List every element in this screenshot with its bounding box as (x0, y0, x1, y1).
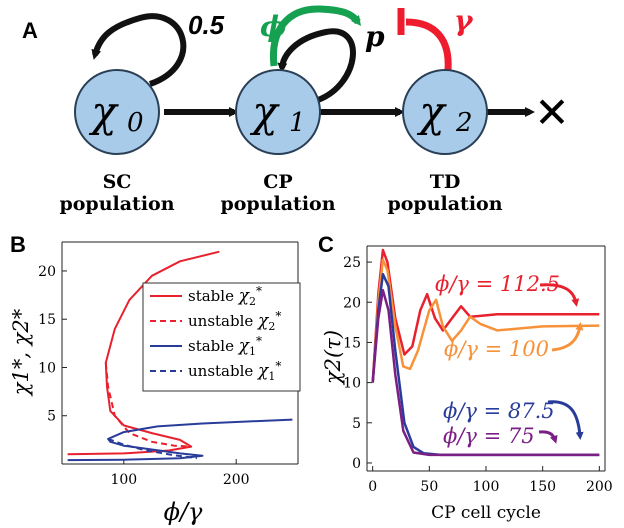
p-label: p (365, 20, 385, 53)
phi-arrow (269, 5, 362, 67)
self-renewal-rate: 0.5 (188, 10, 225, 40)
series-line (107, 437, 198, 460)
phi-label: ϕ (260, 10, 286, 43)
y-tick-label: 15 (343, 335, 361, 351)
y-axis-label: χ1*, χ2* (9, 308, 33, 397)
legend-entry: stable χ1* (188, 334, 262, 358)
death-icon: ✕ (534, 89, 569, 136)
node-chi0: χ 0 (74, 69, 160, 155)
series-line (371, 248, 600, 383)
gamma-label: γ (454, 4, 474, 37)
caption-sc-population: population (59, 193, 174, 215)
legend-entry: unstable χ1* (188, 359, 281, 383)
y-tick-label: 15 (38, 312, 56, 328)
caption-td-population: population (387, 193, 502, 215)
panel-b-legend (142, 282, 301, 392)
x-tick-label: 100 (110, 472, 137, 488)
y-tick-label: 5 (352, 416, 361, 432)
x-tick-label: 150 (529, 479, 556, 495)
caption-cp-population: population (220, 193, 335, 215)
annotation-112-5: ϕ/γ = 112.5 (435, 272, 560, 296)
legend-entry: unstable χ2* (188, 309, 281, 333)
node-chi2-subscript: 2 (455, 108, 473, 138)
y-axis-label: χ2(τ) (321, 330, 345, 386)
series-line (371, 288, 600, 457)
caption-cp: CP (263, 171, 292, 193)
panel-a: A 0.5 ϕ p γ ✕ χ 0 χ 1 (22, 4, 570, 215)
panel-c-label: C (318, 232, 334, 257)
y-tick-label: 5 (47, 409, 56, 425)
node-chi1-subscript: 1 (289, 108, 306, 138)
y-tick-label: 25 (343, 255, 361, 271)
node-chi2: χ 2 (402, 69, 488, 155)
x-axis-label: CP cell cycle (431, 503, 541, 523)
node-chi0-subscript: 0 (127, 108, 144, 138)
annotation-112-5-arrow (539, 283, 580, 307)
x-axis-label: ϕ/γ (164, 498, 203, 526)
x-tick-label: 200 (586, 479, 613, 495)
panel-c: C 0 50 100 150 200 0 5 10 15 20 25 CP cell cycle χ2(… (318, 232, 613, 523)
node-chi1: χ 1 (235, 69, 321, 155)
caption-sc: SC (103, 171, 132, 193)
caption-td: TD (430, 171, 461, 193)
x-tick-label: 50 (420, 479, 438, 495)
legend-entry: stable χ2* (188, 284, 262, 308)
y-tick-label: 10 (343, 376, 361, 392)
self-renewal-loop-chi0 (91, 13, 187, 87)
node-chi0-symbol: χ (88, 87, 119, 136)
series-line (67, 418, 293, 462)
annotation-100-arrow (551, 322, 584, 352)
panel-b-legend-entries: stable χ2*unstable χ2*stable χ1*unstable… (150, 284, 281, 383)
y-tick-label: 20 (343, 295, 361, 311)
series-line (371, 258, 600, 383)
annotation-75: ϕ/γ = 75 (443, 424, 535, 448)
annotation-87-5: ϕ/γ = 87.5 (443, 399, 555, 423)
annotation-100: ϕ/γ = 100 (444, 337, 549, 361)
panel-b-label: B (10, 232, 26, 257)
y-tick-label: 0 (352, 456, 361, 472)
series-line (104, 362, 192, 448)
panel-b-plot: 100 200 5 10 15 20 ϕ/γ χ1*, χ2* (9, 241, 299, 526)
y-tick-label: 10 (38, 360, 56, 376)
self-renewal-loop-chi1 (277, 28, 356, 103)
node-chi2-symbol: χ (416, 87, 447, 136)
x-tick-label: 200 (223, 472, 250, 488)
gamma-inhibition (405, 18, 452, 71)
panel-a-label: A (22, 18, 38, 43)
x-tick-label: 100 (473, 479, 500, 495)
panel-c-plot: 0 50 100 150 200 0 5 10 15 20 25 CP cell cycle χ2(τ) (321, 245, 613, 523)
annotation-75-arrow (538, 430, 558, 444)
x-tick-label: 0 (368, 479, 377, 495)
node-chi1-symbol: χ (249, 87, 280, 136)
y-tick-label: 20 (38, 264, 56, 280)
annotation-87-5-arrow (547, 400, 584, 440)
